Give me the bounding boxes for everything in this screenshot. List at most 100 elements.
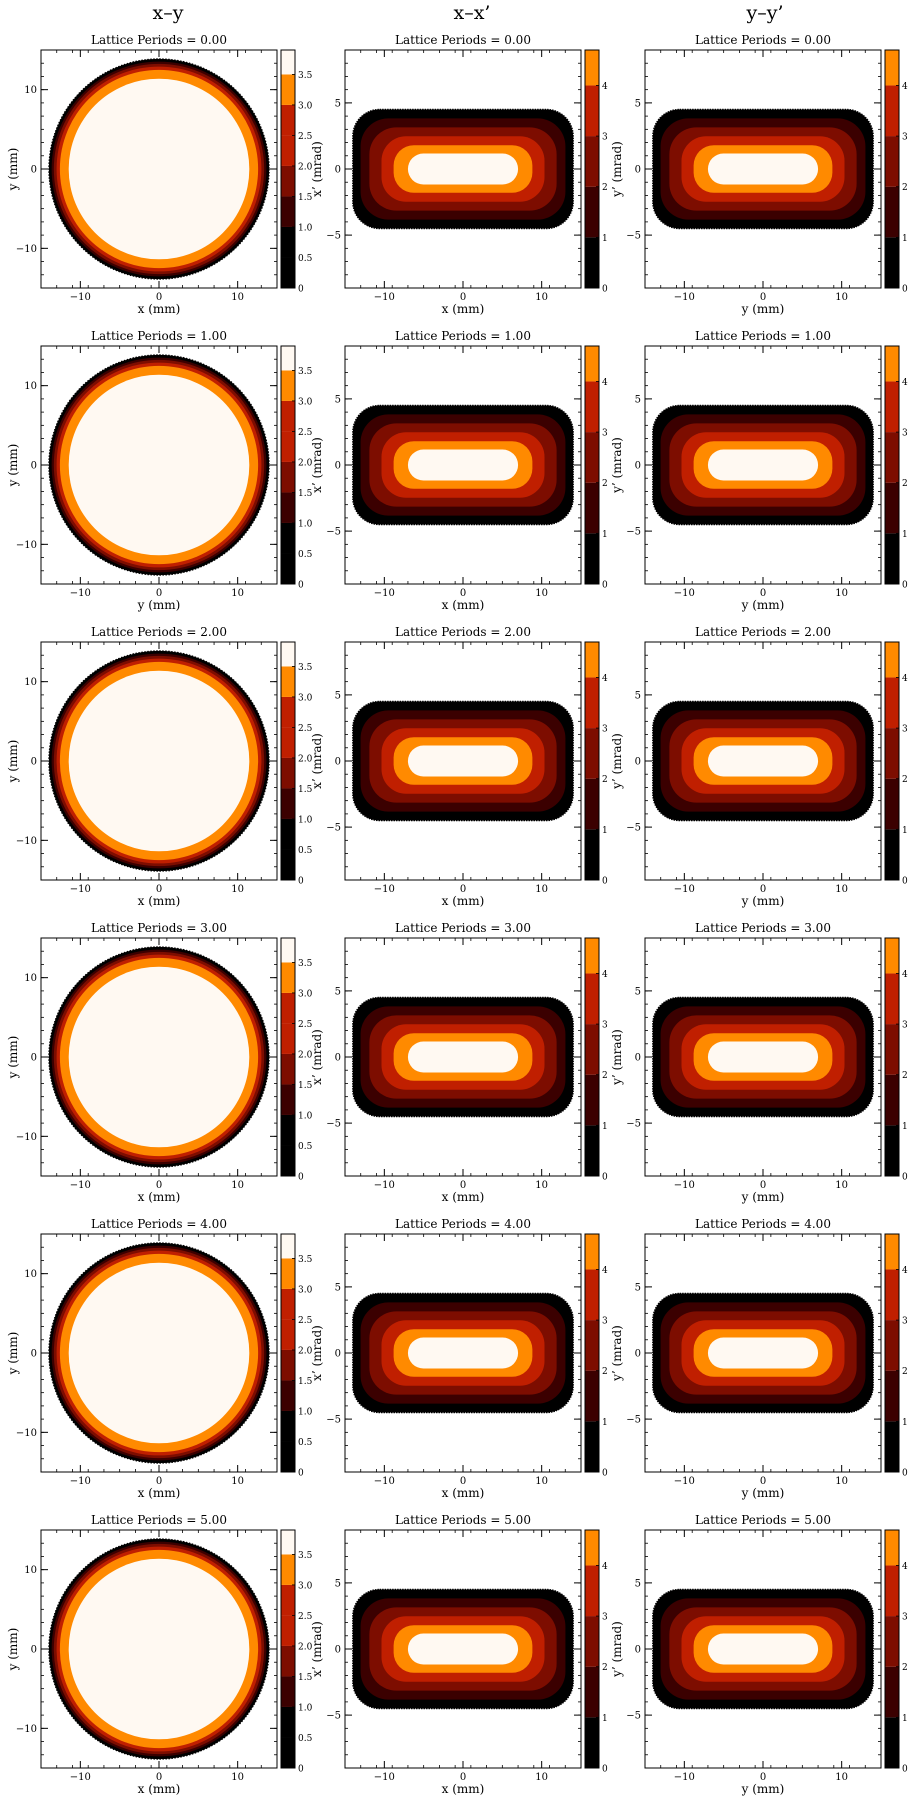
panel-title: Lattice Periods = 2.00 bbox=[395, 625, 531, 639]
colorbar-tick-label: 1.0 bbox=[298, 223, 313, 233]
colorbar-tick-label: 2 bbox=[902, 1663, 908, 1673]
colorbar-tick-label: 3 bbox=[902, 1317, 908, 1327]
colorbar-band bbox=[885, 1370, 899, 1422]
panel-xy-row3: −10 0 10 −10 0 10 Lattice Periods = 3.00 x (mm)… bbox=[6, 921, 313, 1204]
y-tick-label: −5 bbox=[626, 1119, 641, 1130]
colorbar-tick-label: 3.0 bbox=[298, 397, 313, 407]
colorbar-band bbox=[281, 757, 295, 789]
x-tick-label: 10 bbox=[535, 1180, 548, 1191]
x-tick-label: 10 bbox=[535, 1772, 548, 1783]
panel-title: Lattice Periods = 5.00 bbox=[395, 1513, 531, 1527]
colorbar-band bbox=[885, 728, 899, 779]
colorbar-frame bbox=[280, 641, 296, 881]
colorbar-tick-label: 1.5 bbox=[298, 1081, 313, 1091]
x-axis-label: x (mm) bbox=[442, 1486, 485, 1500]
x-axis-label: x (mm) bbox=[138, 1782, 181, 1796]
colorbar-band bbox=[885, 1125, 899, 1176]
colorbar-band bbox=[585, 728, 599, 779]
colorbar-band bbox=[885, 1024, 899, 1075]
panel-title: Lattice Periods = 4.00 bbox=[395, 1217, 531, 1231]
x-tick-label: 10 bbox=[835, 1772, 848, 1783]
y-tick-label: −10 bbox=[16, 1428, 37, 1439]
colorbar-band bbox=[281, 849, 295, 880]
colorbar-tick-label: 0 bbox=[298, 1765, 304, 1775]
y-tick-label: 5 bbox=[635, 98, 641, 109]
density-level-5 bbox=[707, 153, 819, 185]
colorbar-band bbox=[281, 1554, 295, 1585]
colorbar-tick-label: 3.5 bbox=[298, 959, 313, 969]
colorbar-tick-label: 3.5 bbox=[298, 1551, 313, 1561]
panel-title: Lattice Periods = 1.00 bbox=[695, 329, 831, 343]
colorbar-tick-label: 0.5 bbox=[298, 1734, 313, 1744]
colorbar-tick-label: 4 bbox=[602, 970, 608, 980]
y-tick-label: 5 bbox=[335, 690, 341, 701]
panel-xy-row5: −10 0 10 −10 0 10 Lattice Periods = 5.00 x (mm)… bbox=[6, 1513, 313, 1796]
colorbar-band bbox=[281, 370, 295, 401]
colorbar-band bbox=[585, 778, 599, 830]
panel-title: Lattice Periods = 0.00 bbox=[695, 33, 831, 47]
x-tick-label: 0 bbox=[460, 1476, 466, 1487]
x-tick-label: 0 bbox=[460, 1772, 466, 1783]
colorbar-band bbox=[585, 136, 599, 187]
colorbar-band bbox=[281, 1084, 295, 1115]
density-level-5 bbox=[407, 745, 519, 777]
x-tick-label: −10 bbox=[70, 292, 91, 303]
colorbar-tick-label: 3 bbox=[902, 429, 908, 439]
colorbar-tick-label: 2 bbox=[902, 1367, 908, 1377]
x-tick-label: −10 bbox=[374, 588, 395, 599]
colorbar-tick-label: 0 bbox=[902, 285, 908, 295]
colorbar-frame bbox=[584, 1529, 600, 1769]
y-tick-label: −5 bbox=[626, 1415, 641, 1426]
colorbar-tick-label: 0 bbox=[902, 581, 908, 591]
x-tick-label: 10 bbox=[835, 292, 848, 303]
colorbar-band bbox=[885, 482, 899, 534]
colorbar-band bbox=[585, 482, 599, 534]
x-tick-label: 10 bbox=[535, 588, 548, 599]
colorbar-frame bbox=[584, 1233, 600, 1473]
x-tick-label: −10 bbox=[70, 588, 91, 599]
colorbar-tick-label: 0.5 bbox=[298, 1142, 313, 1152]
colorbar-band bbox=[585, 533, 599, 584]
y-axis-label: y’ (mrad) bbox=[610, 733, 624, 790]
colorbar-band bbox=[281, 400, 295, 432]
panel-title: Lattice Periods = 4.00 bbox=[695, 1217, 831, 1231]
colorbar-tick-label: 0.5 bbox=[298, 550, 313, 560]
y-tick-label: −10 bbox=[16, 1724, 37, 1735]
colorbar-band bbox=[585, 50, 599, 86]
x-tick-label: −10 bbox=[674, 884, 695, 895]
x-tick-label: −10 bbox=[70, 1180, 91, 1191]
colorbar-frame bbox=[584, 937, 600, 1177]
density-level-5 bbox=[68, 1262, 250, 1444]
colorbar-tick-label: 2 bbox=[902, 775, 908, 785]
colorbar-tick-label: 3 bbox=[602, 1021, 608, 1031]
y-tick-label: 0 bbox=[635, 1645, 641, 1656]
colorbar-band bbox=[585, 938, 599, 974]
colorbar-tick-label: 0 bbox=[298, 581, 304, 591]
colorbar-band bbox=[585, 973, 599, 1025]
colorbar-band bbox=[281, 257, 295, 288]
colorbar-tick-label: 2.0 bbox=[298, 1050, 313, 1060]
x-tick-label: 0 bbox=[156, 588, 162, 599]
colorbar-band bbox=[281, 104, 295, 136]
density-level-5 bbox=[407, 153, 519, 185]
colorbar-band bbox=[281, 553, 295, 584]
colorbar-band bbox=[281, 1288, 295, 1320]
column-title-yyp: y–y’ bbox=[746, 2, 784, 24]
colorbar-tick-label: 1 bbox=[902, 1714, 908, 1724]
colorbar-band bbox=[281, 1645, 295, 1677]
panel-title: Lattice Periods = 0.00 bbox=[395, 33, 531, 47]
x-tick-label: 10 bbox=[535, 1476, 548, 1487]
y-tick-label: −5 bbox=[326, 1119, 341, 1130]
column-title-xxp: x–x’ bbox=[453, 2, 491, 24]
y-axis-label: x’ (mrad) bbox=[310, 733, 324, 789]
colorbar-band bbox=[885, 1269, 899, 1321]
colorbar-tick-label: 3.5 bbox=[298, 663, 313, 673]
x-axis-label: x (mm) bbox=[442, 302, 485, 316]
panel-title: Lattice Periods = 5.00 bbox=[695, 1513, 831, 1527]
colorbar-tick-label: 0 bbox=[602, 1469, 608, 1479]
